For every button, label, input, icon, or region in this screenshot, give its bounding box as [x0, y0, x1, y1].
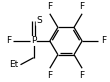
Text: F: F	[6, 36, 11, 46]
Text: P: P	[31, 36, 36, 46]
Text: F: F	[80, 71, 85, 80]
Text: S: S	[36, 16, 42, 25]
Text: Et: Et	[9, 60, 18, 69]
Text: F: F	[47, 71, 52, 80]
Text: F: F	[47, 2, 52, 11]
Text: F: F	[80, 2, 85, 11]
Text: F: F	[101, 36, 106, 46]
